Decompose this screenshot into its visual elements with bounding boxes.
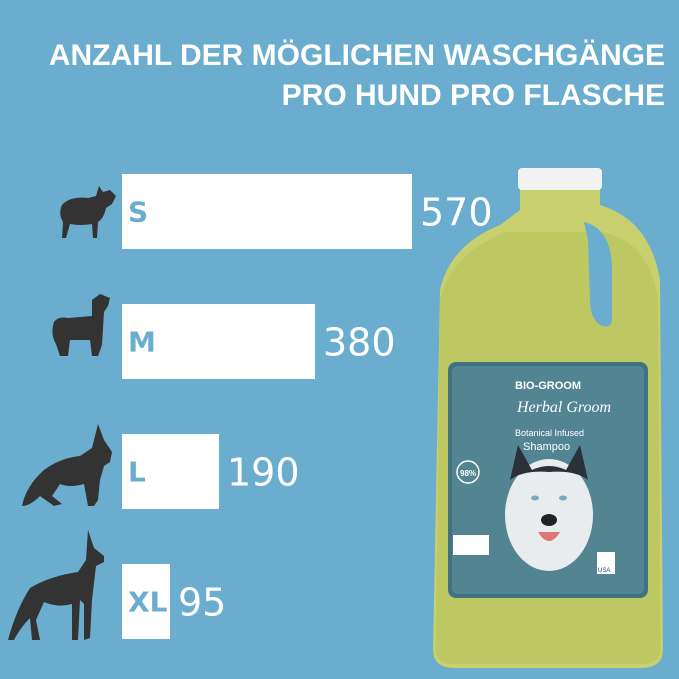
value-label: 95 <box>178 581 226 625</box>
flag-text: USA <box>598 568 610 574</box>
value-label: 570 <box>420 191 493 235</box>
product-subtitle: Botanical Infused <box>515 428 584 438</box>
small-dog-silhouette-icon <box>60 186 116 238</box>
product-type: Shampoo <box>523 441 570 453</box>
category-label: S <box>128 196 148 229</box>
category-label: XL <box>128 586 168 619</box>
bar-s <box>122 174 412 249</box>
category-label: L <box>128 456 146 489</box>
category-label: M <box>128 326 156 359</box>
title-line-2: PRO HUND PRO FLASCHE <box>281 79 665 112</box>
shampoo-bottle-image: BIO-GROOM Herbal Groom Botanical Infused… <box>433 168 663 668</box>
medium-dog-silhouette-icon <box>52 294 110 356</box>
value-label: 380 <box>323 321 396 365</box>
bar-l <box>122 434 219 509</box>
title-line-1: ANZAHL DER MÖGLICHEN WASCHGÄNGE <box>48 39 665 72</box>
brand-logo: BIO-GROOM <box>515 380 581 392</box>
product-name-logo: Herbal Groom <box>516 399 611 416</box>
large-dog-silhouette-icon <box>22 424 112 506</box>
bar-xl <box>122 564 170 639</box>
badge-text: 98% <box>460 469 476 478</box>
bar-m <box>122 304 315 379</box>
xl-dog-silhouette-icon <box>8 530 104 640</box>
value-label: 190 <box>227 451 300 495</box>
